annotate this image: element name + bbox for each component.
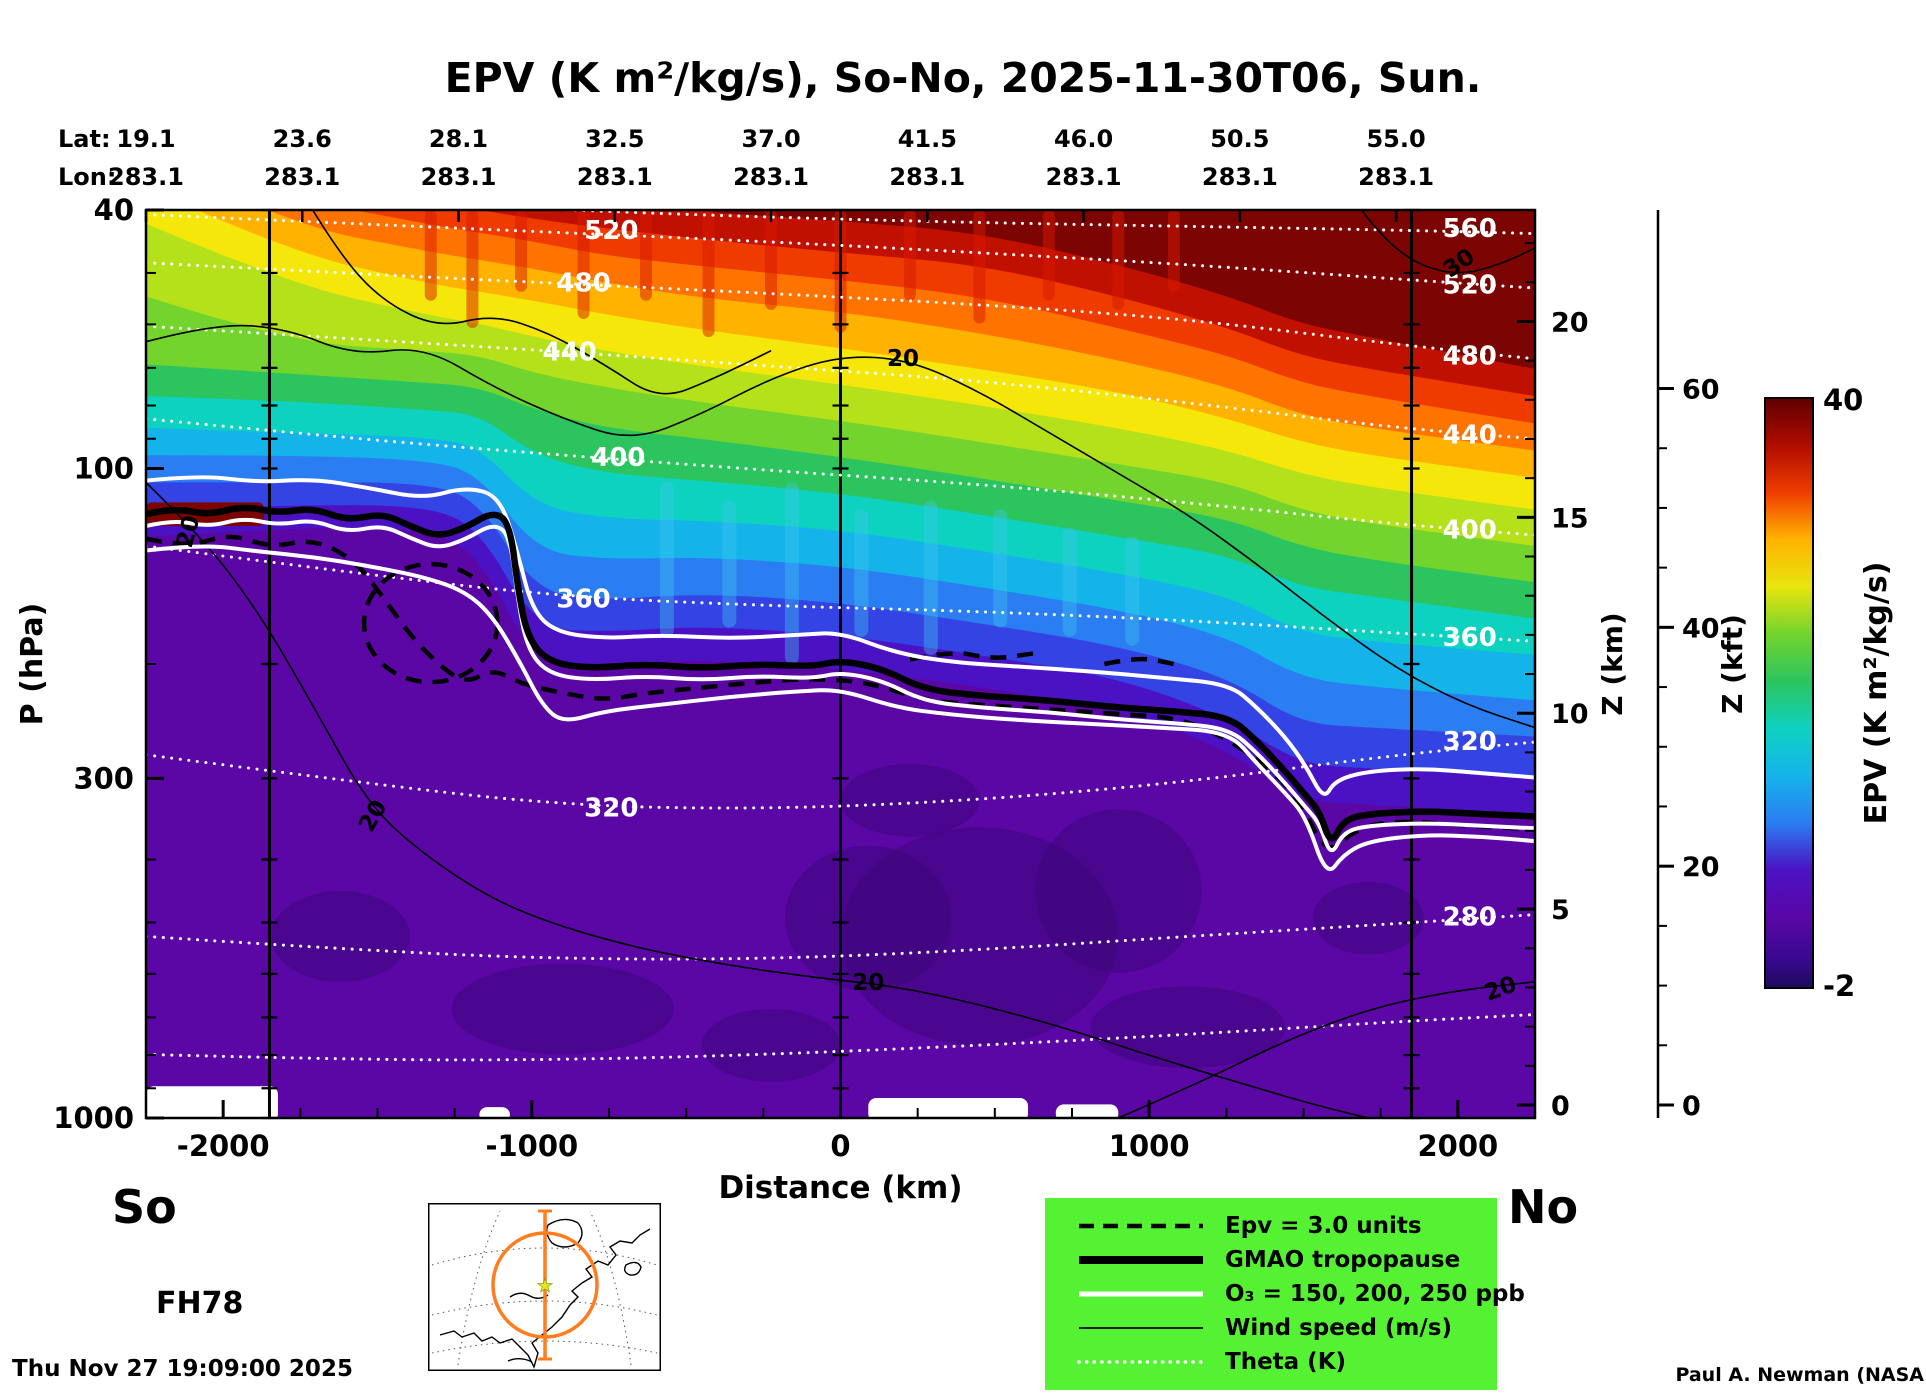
colorbar — [1764, 397, 1814, 989]
north-label: No — [1508, 1180, 1579, 1234]
svg-text:480: 480 — [1443, 341, 1497, 371]
svg-text:300: 300 — [73, 761, 134, 795]
credit-text: Paul A. Newman (NASA — [1675, 1364, 1924, 1386]
svg-text:EPV (K m²/kg/s): EPV (K m²/kg/s) — [1859, 562, 1894, 825]
svg-text:41.5: 41.5 — [898, 125, 957, 153]
svg-text:360: 360 — [1443, 623, 1497, 653]
svg-text:1000: 1000 — [1109, 1129, 1190, 1163]
svg-text:560: 560 — [1443, 214, 1497, 244]
svg-text:2000: 2000 — [1417, 1129, 1498, 1163]
svg-text:283.1: 283.1 — [264, 163, 340, 191]
south-label: So — [112, 1180, 177, 1234]
svg-text:23.6: 23.6 — [273, 125, 332, 153]
svg-text:520: 520 — [1443, 270, 1497, 300]
svg-text:283.1: 283.1 — [1358, 163, 1434, 191]
svg-text:360: 360 — [556, 585, 610, 615]
svg-text:320: 320 — [1443, 727, 1497, 757]
svg-text:Lon:: Lon: — [58, 163, 116, 191]
svg-text:15: 15 — [1551, 503, 1589, 534]
dashed-line-sample-icon — [1079, 1223, 1203, 1229]
svg-text:10: 10 — [1551, 699, 1589, 730]
svg-text:20: 20 — [852, 970, 884, 996]
ozone-contours — [146, 475, 1535, 872]
svg-text:P (hPa): P (hPa) — [15, 603, 50, 726]
svg-text:Z (km): Z (km) — [1596, 612, 1629, 715]
svg-text:0: 0 — [830, 1129, 850, 1163]
svg-text:283.1: 283.1 — [1202, 163, 1278, 191]
svg-text:1000: 1000 — [53, 1101, 134, 1135]
inset-map: ★ — [428, 1203, 661, 1371]
svg-text:283.1: 283.1 — [108, 163, 184, 191]
timestamp: Thu Nov 27 19:09:00 2025 — [12, 1356, 353, 1382]
axes-frame — [144, 208, 1674, 1120]
legend-item-tropopause: GMAO tropopause — [1077, 1247, 1497, 1273]
svg-text:0: 0 — [1682, 1091, 1701, 1122]
svg-text:283.1: 283.1 — [577, 163, 653, 191]
svg-text:440: 440 — [1443, 420, 1497, 450]
svg-text:40: 40 — [1823, 383, 1863, 417]
flight-id-label: FH78 — [156, 1286, 244, 1321]
svg-text:100: 100 — [73, 451, 134, 485]
legend-item-epv3: Epv = 3.0 units — [1077, 1213, 1497, 1239]
svg-text:32.5: 32.5 — [585, 125, 644, 153]
legend-item-theta: Theta (K) — [1077, 1349, 1497, 1375]
svg-text:50.5: 50.5 — [1210, 125, 1269, 153]
legend-label: O₃ = 150, 200, 250 ppb — [1225, 1281, 1525, 1307]
axis-labels: 40 100 300 1000 0 5 10 15 20 -2000 -1000 0 1000 2000 P… — [15, 125, 1894, 1206]
svg-text:0: 0 — [1551, 1091, 1570, 1122]
svg-text:37.0: 37.0 — [741, 125, 800, 153]
svg-text:480: 480 — [556, 269, 610, 299]
svg-text:440: 440 — [543, 338, 597, 368]
svg-text:283.1: 283.1 — [889, 163, 965, 191]
dotted-line-sample-icon — [1077, 1360, 1205, 1364]
legend: Epv = 3.0 units GMAO tropopause O₃ = 150… — [1045, 1198, 1525, 1390]
svg-text:520: 520 — [584, 216, 638, 246]
svg-text:-1000: -1000 — [485, 1129, 578, 1163]
svg-text:400: 400 — [1443, 516, 1497, 546]
svg-text:20: 20 — [1682, 852, 1720, 883]
svg-text:40: 40 — [94, 193, 134, 227]
svg-text:55.0: 55.0 — [1366, 125, 1425, 153]
svg-text:Z (kft): Z (kft) — [1716, 614, 1749, 714]
svg-text:283.1: 283.1 — [421, 163, 497, 191]
svg-text:60: 60 — [1682, 375, 1720, 406]
legend-label: Theta (K) — [1225, 1349, 1347, 1375]
thin-line-sample-icon — [1079, 1327, 1203, 1329]
wind-speed-contours — [146, 210, 1535, 1118]
svg-text:Lat:: Lat: — [58, 125, 111, 153]
svg-text:Distance (km): Distance (km) — [718, 1170, 962, 1206]
svg-text:283.1: 283.1 — [1046, 163, 1122, 191]
svg-text:280: 280 — [1443, 902, 1497, 932]
waypoint-star-icon: ★ — [536, 1275, 553, 1297]
svg-text:400: 400 — [591, 443, 645, 473]
thick-line-sample-icon — [1079, 1256, 1203, 1264]
svg-text:-2: -2 — [1823, 969, 1855, 1003]
svg-text:5: 5 — [1551, 895, 1570, 926]
cross-section-track — [491, 1209, 599, 1361]
chart-title: EPV (K m²/kg/s), So-No, 2025-11-30T06, S… — [444, 54, 1482, 102]
tropopause-line — [146, 504, 1535, 842]
legend-label: Wind speed (m/s) — [1225, 1315, 1453, 1341]
legend-label: Epv = 3.0 units — [1225, 1213, 1422, 1239]
graticule-lines — [431, 1210, 658, 1366]
white-line-sample-icon — [1079, 1291, 1203, 1297]
svg-text:40: 40 — [1682, 613, 1720, 644]
svg-text:20: 20 — [1551, 307, 1589, 338]
legend-item-ozone: O₃ = 150, 200, 250 ppb — [1077, 1281, 1525, 1307]
svg-text:28.1: 28.1 — [429, 125, 488, 153]
theta-contours — [146, 210, 1535, 1062]
svg-text:20: 20 — [887, 346, 919, 372]
legend-label: GMAO tropopause — [1225, 1247, 1461, 1273]
legend-item-wind: Wind speed (m/s) — [1077, 1315, 1497, 1341]
svg-text:283.1: 283.1 — [733, 163, 809, 191]
svg-text:19.1: 19.1 — [116, 125, 175, 153]
svg-text:320: 320 — [584, 793, 638, 823]
svg-text:-2000: -2000 — [177, 1129, 270, 1163]
svg-text:46.0: 46.0 — [1054, 125, 1113, 153]
